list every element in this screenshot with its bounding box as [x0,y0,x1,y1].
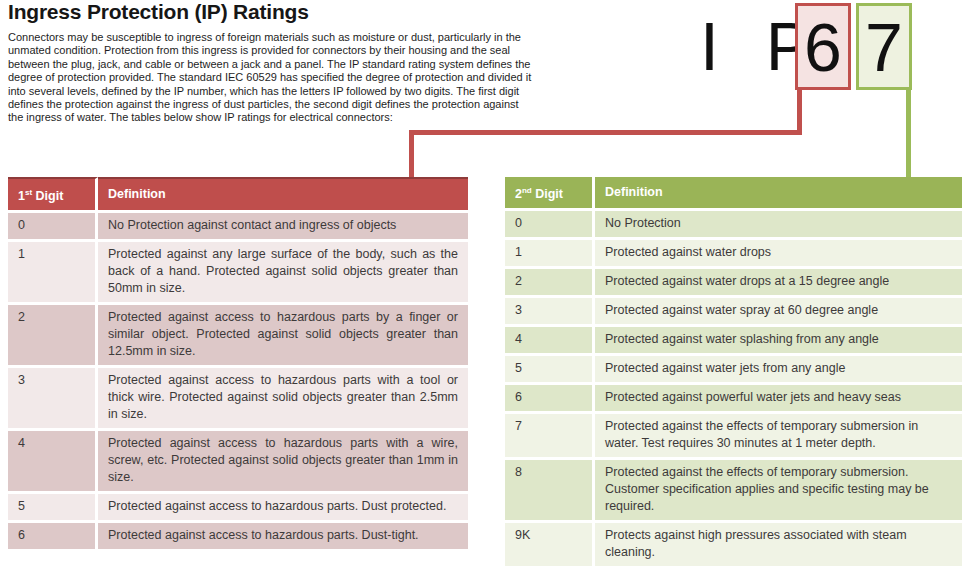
table-row: 1 Protected against water drops [505,240,962,269]
table-row: 6 Protected against access to hazardous … [8,523,468,552]
second-digit-table: 2nd Digit Definition 0 No Protection 1 P… [505,177,962,566]
ip-ratings-page: Ingress Protection (IP) Ratings Connecto… [0,0,967,566]
definition-cell: Protected against access to hazardous pa… [98,523,468,552]
table-row: 8 Protected against the effects of tempo… [505,460,962,523]
page-title: Ingress Protection (IP) Ratings [8,0,309,24]
second-digit-column-header: 2nd Digit [505,177,595,211]
table-header-row: 1st Digit Definition [8,177,468,213]
table-row: 4 Protected against access to hazardous … [8,431,468,494]
first-digit-box: 6 [795,3,851,90]
definition-cell: Protected against access to hazardous pa… [98,431,468,494]
table-row: 6 Protected against powerful water jets … [505,385,962,414]
definition-column-header: Definition [595,177,962,211]
digit-cell: 6 [505,385,595,414]
definition-cell: No Protection [595,211,962,240]
digit-cell: 2 [8,305,98,368]
digit-cell: 0 [8,213,98,242]
definition-cell: Protected against powerful water jets an… [595,385,962,414]
digit-cell: 9K [505,523,595,566]
definition-cell: Protected against water drops [595,240,962,269]
table-row: 1 Protected against any large surface of… [8,242,468,305]
table-row: 3 Protected against access to hazardous … [8,368,468,431]
table-row: 7 Protected against the effects of tempo… [505,414,962,460]
table-row: 2 Protected against access to hazardous … [8,305,468,368]
table-row: 3 Protected against water spray at 60 de… [505,298,962,327]
first-digit-connector-vertical [797,88,802,135]
table-row: 9K Protects against high pressures assoc… [505,523,962,566]
table-row: 4 Protected against water splashing from… [505,327,962,356]
table-row: 5 Protected against water jets from any … [505,356,962,385]
table-row: 5 Protected against access to hazardous … [8,494,468,523]
digit-cell: 5 [505,356,595,385]
digit-cell: 2 [505,269,595,298]
digit-cell: 0 [505,211,595,240]
definition-cell: Protected against access to hazardous pa… [98,368,468,431]
definition-cell: Protected against water spray at 60 degr… [595,298,962,327]
definition-column-header: Definition [98,177,468,213]
table-row: 0 No Protection [505,211,962,240]
definition-cell: Protected against water jets from any an… [595,356,962,385]
definition-cell: Protected against water drops at a 15 de… [595,269,962,298]
table-header-row: 2nd Digit Definition [505,177,962,211]
second-digit-box: 7 [856,3,912,90]
digit-cell: 4 [8,431,98,494]
digit-cell: 4 [505,327,595,356]
definition-cell: Protected against the effects of tempora… [595,414,962,460]
definition-cell: Protects against high pressures associat… [595,523,962,566]
table-row: 2 Protected against water drops at a 15 … [505,269,962,298]
definition-cell: Protected against water splashing from a… [595,327,962,356]
digit-cell: 7 [505,414,595,460]
digit-cell: 1 [8,242,98,305]
first-digit-table: 1st Digit Definition 0 No Protection aga… [8,177,468,552]
digit-cell: 3 [8,368,98,431]
second-digit-connector-drop [906,88,911,177]
definition-cell: Protected against the effects of tempora… [595,460,962,523]
definition-cell: Protected against access to hazardous pa… [98,494,468,523]
definition-cell: Protected against any large surface of t… [98,242,468,305]
first-digit-connector-horizontal [409,130,802,135]
intro-paragraph: Connectors may be susceptible to ingress… [8,31,536,125]
table-row: 0 No Protection against contact and ingr… [8,213,468,242]
digit-cell: 5 [8,494,98,523]
digit-cell: 1 [505,240,595,269]
first-digit-column-header: 1st Digit [8,177,98,213]
digit-cell: 8 [505,460,595,523]
definition-cell: No Protection against contact and ingres… [98,213,468,242]
definition-cell: Protected against access to hazardous pa… [98,305,468,368]
digit-cell: 6 [8,523,98,552]
digit-cell: 3 [505,298,595,327]
first-digit-connector-drop [409,130,414,177]
